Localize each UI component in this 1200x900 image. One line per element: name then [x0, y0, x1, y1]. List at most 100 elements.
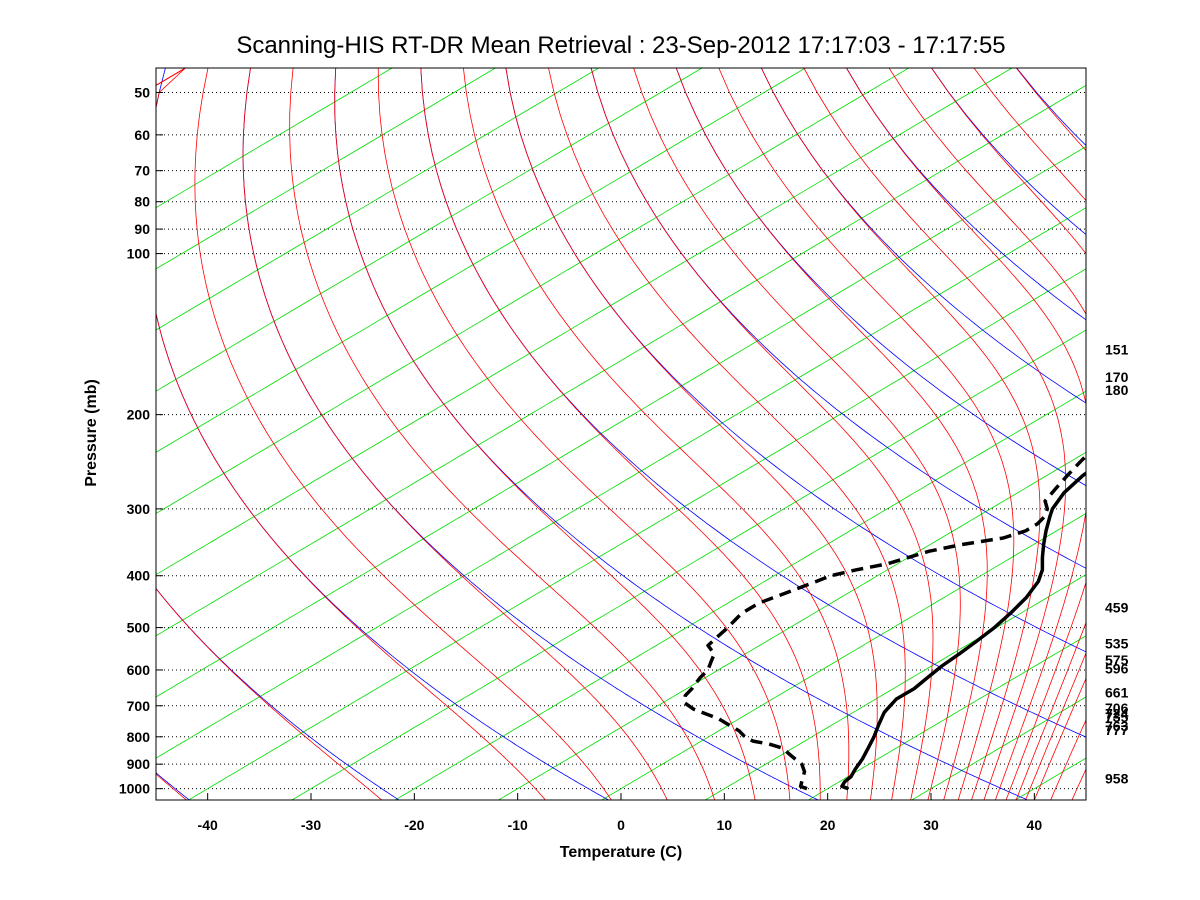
- dry-adiabat-line: [242, 68, 819, 800]
- x-tick-label: 30: [923, 817, 939, 833]
- moist-adiabat-line: [156, 68, 546, 800]
- y-tick-label: 200: [127, 407, 151, 423]
- isotherm-line: [156, 68, 496, 270]
- right-pressure-label: 170: [1105, 369, 1129, 385]
- right-pressure-label: 575: [1105, 652, 1129, 668]
- y-tick-label: 80: [134, 194, 150, 210]
- x-axis-label: Temperature (C): [560, 844, 682, 861]
- x-tick-label: 40: [1027, 817, 1043, 833]
- right-pressure-label: 151: [1105, 341, 1129, 357]
- isotherm-line: [156, 68, 806, 453]
- moist-adiabat-line: [505, 68, 878, 800]
- dry-adiabat-line: [505, 68, 1086, 653]
- right-pressure-label: 763: [1105, 718, 1129, 734]
- y-tick-label: 700: [127, 698, 151, 714]
- y-axis-label: Pressure (mb): [83, 379, 100, 487]
- dry-adiabat-line: [1187, 68, 1200, 800]
- moist-adiabat-line: [1071, 768, 1086, 800]
- isotherm-line: [1014, 757, 1086, 800]
- right-pressure-label: 596: [1105, 660, 1129, 676]
- x-axis: -40 -30 -20 -10 0 10 20 30 40: [198, 793, 1043, 833]
- y-tick-label: 300: [127, 501, 151, 517]
- right-pressure-label: 706: [1105, 700, 1129, 716]
- plot-frame: [155, 67, 1087, 801]
- x-tick-label: -30: [301, 817, 321, 833]
- moist-adiabat-line: [463, 68, 850, 800]
- x-tick-label: 20: [820, 817, 836, 833]
- profile-lines: [682, 453, 1086, 791]
- isotherm-line: [394, 390, 1086, 800]
- dry-adiabat-line: [156, 68, 609, 800]
- moist-adiabat-line: [420, 68, 821, 800]
- right-pressure-label: 180: [1105, 382, 1129, 398]
- moist-adiabat-line: [289, 68, 716, 800]
- dewpoint-profile-line: [682, 453, 1086, 791]
- isotherm-line: [156, 68, 909, 514]
- isotherm-line: [601, 513, 1086, 800]
- moist-adiabat-line: [1015, 68, 1086, 800]
- moist-adiabat-line: [760, 68, 1041, 800]
- moist-adiabat-line: [156, 68, 382, 800]
- temperature-profile-line: [840, 471, 1086, 791]
- isotherm-line: [156, 68, 703, 392]
- y-tick-label: 50: [134, 84, 150, 100]
- right-pressure-label: 724: [1105, 706, 1129, 722]
- isotherm-line: [156, 207, 1086, 759]
- y-tick-label: 60: [134, 127, 150, 143]
- moist-adiabat-line: [242, 68, 668, 800]
- y-tick-label: 500: [127, 620, 151, 636]
- y-tick-label: 70: [134, 163, 150, 179]
- y-tick-label: 400: [127, 568, 151, 584]
- dry-adiabat-line: [420, 68, 1086, 738]
- moist-adiabat-line: [931, 68, 1086, 800]
- y-tick-label: 900: [127, 756, 151, 772]
- x-tick-label: -20: [404, 817, 424, 833]
- x-tick-label: 0: [617, 817, 625, 833]
- dry-adiabat-line: [675, 68, 1086, 487]
- moist-adiabat-line: [1155, 68, 1200, 800]
- right-pressure-label: 535: [1105, 635, 1129, 651]
- y-tick-label: 90: [134, 221, 150, 237]
- moist-adiabat-line: [1133, 68, 1200, 800]
- isotherm-line: [808, 635, 1086, 800]
- moist-adiabat-line: [1050, 719, 1086, 800]
- moist-adiabat-line: [548, 68, 906, 800]
- isotherm-line: [291, 329, 1086, 800]
- x-tick-label: -10: [508, 817, 528, 833]
- moist-adiabat-line: [334, 68, 756, 800]
- moist-adiabat-line: [633, 68, 961, 800]
- moist-adiabat-line: [973, 68, 1086, 800]
- x-tick-label: 10: [717, 817, 733, 833]
- y-tick-label: 600: [127, 662, 151, 678]
- x-tick-label: -40: [198, 817, 218, 833]
- y-tick-label: 100: [127, 246, 151, 262]
- isotherm-line: [156, 68, 1013, 576]
- chart-title: Scanning-HIS RT-DR Mean Retrieval : 23-S…: [236, 32, 1005, 59]
- y-axis: 50 60 70 80 90 100 200 300 400 500 600 700 800 900 100…: [119, 84, 163, 797]
- right-pressure-label: 661: [1105, 684, 1129, 700]
- dry-adiabat-line: [590, 68, 1086, 569]
- moist-adiabat-line: [194, 68, 612, 800]
- isotherm-line: [704, 574, 1086, 800]
- pressure-gridlines: [156, 91, 1086, 790]
- y-tick-label: 800: [127, 729, 151, 745]
- isotherm-line: [156, 146, 1086, 698]
- moist-adiabat-line: [377, 68, 791, 800]
- moist-adiabat-line: [803, 68, 1066, 800]
- isotherm-line: [156, 84, 1086, 637]
- right-pressure-label: 459: [1105, 600, 1129, 616]
- isotherm-line: [188, 268, 1086, 800]
- moist-adiabat-line: [888, 68, 1086, 800]
- right-pressure-label: 735: [1105, 709, 1129, 725]
- y-tick-label: 1000: [119, 781, 150, 797]
- right-pressure-label: 958: [1105, 771, 1129, 787]
- right-pressure-label: 777: [1105, 722, 1129, 738]
- moist-adiabat-line: [846, 68, 1086, 800]
- moist-adiabat-line: [718, 68, 1015, 800]
- adiabat-isotherm-background: [156, 68, 1200, 800]
- isotherm-line: [498, 451, 1086, 800]
- moist-adiabat-line: [675, 68, 988, 800]
- isotherm-line: [156, 68, 393, 209]
